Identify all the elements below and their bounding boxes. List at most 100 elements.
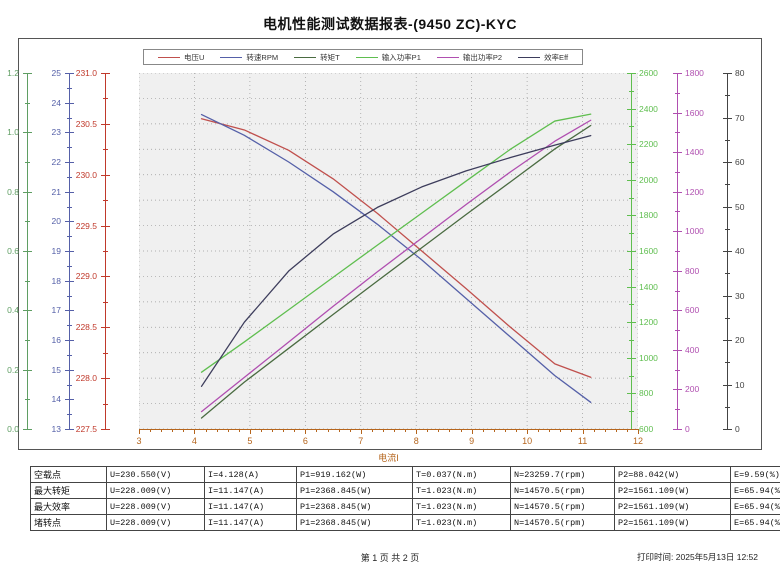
table-cell-p2: P2=1561.109(W) bbox=[614, 514, 731, 531]
efficiency-axis-tick bbox=[723, 340, 732, 341]
efficiency-axis-tick-label: 80 bbox=[735, 68, 745, 78]
voltage-axis-tick bbox=[101, 225, 110, 227]
x-axis-minor-tick bbox=[593, 429, 595, 432]
table-row: 最大转矩 U=228.009(V) I=11.147(A) P1=2368.845(W… bbox=[30, 482, 780, 499]
x-axis-minor-tick bbox=[626, 429, 628, 432]
x-axis-title: 电流I bbox=[378, 453, 399, 463]
chart-canvas bbox=[139, 73, 638, 429]
legend-swatch-icon bbox=[355, 56, 378, 58]
torque-axis-tick bbox=[23, 191, 32, 193]
current-axis-tick-label: 19 bbox=[51, 246, 61, 256]
table-row-label: 堵转点 bbox=[30, 514, 107, 531]
power-in-axis-tick bbox=[627, 179, 636, 181]
voltage-axis-minor-tick bbox=[103, 403, 108, 405]
power-in-axis-minor-tick bbox=[629, 197, 634, 199]
power-out-axis-tick bbox=[673, 310, 682, 312]
table-cell-p1: P1=2368.845(W) bbox=[296, 514, 413, 531]
current-axis-tick-label: 18 bbox=[51, 275, 61, 286]
legend-item-1: 电压U bbox=[158, 52, 204, 63]
x-axis-tick bbox=[471, 429, 473, 434]
torque-axis-minor-tick bbox=[25, 221, 30, 223]
voltage-axis-tick bbox=[101, 429, 110, 430]
power-out-axis-tick-label: 0 bbox=[685, 424, 690, 434]
power-in-axis-tick-label: 600 bbox=[639, 424, 654, 434]
current-axis-tick bbox=[65, 369, 74, 371]
table-row: 最大效率 U=228.009(V) I=11.147(A) P1=2368.845(W… bbox=[30, 498, 780, 515]
x-axis-minor-tick bbox=[338, 429, 340, 432]
torque-axis-tick-label: 0.6 bbox=[7, 246, 19, 256]
current-axis-tick bbox=[65, 102, 74, 104]
table-cell-e: E=9.59(%) bbox=[730, 466, 780, 483]
torque-axis-minor-tick bbox=[25, 102, 30, 104]
efficiency-axis-tick-label: 60 bbox=[735, 157, 745, 167]
power-in-axis-minor-tick bbox=[629, 268, 634, 270]
x-axis-minor-tick bbox=[427, 429, 429, 432]
voltage-axis-minor-tick bbox=[103, 98, 108, 100]
efficiency-axis-tick bbox=[723, 73, 732, 74]
current-axis-minor-tick bbox=[67, 117, 72, 119]
table-cell-n: N=14570.5(rpm) bbox=[510, 514, 615, 531]
torque-axis-tick-label: 0.2 bbox=[7, 364, 19, 375]
x-axis-tick bbox=[582, 429, 584, 434]
x-axis-tick-label: 9 bbox=[469, 436, 475, 446]
current-axis-tick bbox=[65, 73, 74, 74]
legend-item-6: 效率Eff bbox=[518, 52, 568, 63]
power-in-axis-tick bbox=[627, 108, 636, 110]
power-in-axis-tick bbox=[627, 251, 636, 252]
power-in-axis-tick bbox=[627, 73, 636, 74]
table-cell-p1: P1=2368.845(W) bbox=[296, 498, 413, 515]
voltage-axis-minor-tick bbox=[103, 200, 108, 202]
current-axis-minor-tick bbox=[67, 265, 72, 267]
x-axis-minor-tick bbox=[482, 429, 484, 432]
current-axis-tick bbox=[65, 162, 74, 163]
power-out-axis-tick bbox=[673, 429, 682, 430]
x-axis-tick bbox=[638, 429, 639, 434]
torque-axis-minor-tick bbox=[25, 162, 30, 163]
legend-swatch-icon bbox=[294, 56, 317, 58]
legend-item-2: 转速RPM bbox=[220, 52, 278, 63]
torque-axis-tick bbox=[23, 251, 32, 252]
x-axis-minor-tick bbox=[538, 429, 540, 432]
x-axis-tick-label: 8 bbox=[413, 436, 419, 446]
current-axis-tick bbox=[65, 221, 74, 223]
power-in-axis-tick-label: 1200 bbox=[639, 317, 658, 328]
table-row: 空载点 U=230.550(V) I=4.128(A) P1=919.162(W) T=… bbox=[30, 466, 780, 483]
efficiency-axis-minor-tick bbox=[725, 362, 730, 364]
x-axis-minor-tick bbox=[227, 429, 229, 432]
x-axis-minor-tick bbox=[272, 429, 274, 432]
efficiency-axis-minor-tick bbox=[725, 95, 730, 97]
x-axis-tick-label: 6 bbox=[302, 436, 308, 446]
power-in-axis-tick-label: 1000 bbox=[639, 352, 658, 363]
page-number: 第 1 页 共 2 页 bbox=[360, 553, 420, 563]
voltage-axis-tick bbox=[101, 327, 110, 329]
power-out-axis-tick-label: 1800 bbox=[685, 68, 704, 78]
efficiency-axis-tick-label: 0 bbox=[735, 424, 740, 434]
x-axis-minor-tick bbox=[394, 429, 396, 432]
efficiency-axis-minor-tick bbox=[725, 228, 730, 230]
table-row: 堵转点 U=228.009(V) I=11.147(A) P1=2368.845(W)… bbox=[30, 514, 780, 531]
x-axis-minor-tick bbox=[172, 429, 174, 432]
summary-table: 空载点 U=230.550(V) I=4.128(A) P1=919.162(W) T=… bbox=[30, 466, 780, 531]
power-in-axis-tick bbox=[627, 215, 636, 217]
power-in-axis-tick-label: 2200 bbox=[639, 139, 658, 150]
legend-swatch-icon bbox=[220, 56, 243, 58]
x-axis-minor-tick bbox=[549, 429, 551, 432]
power-in-axis-minor-tick bbox=[629, 340, 634, 341]
torque-axis-tick-label: 0.4 bbox=[7, 305, 19, 316]
voltage-axis-tick-label: 229.5 bbox=[75, 220, 97, 231]
efficiency-axis-tick-label: 70 bbox=[735, 112, 745, 123]
x-axis-minor-tick bbox=[371, 429, 373, 432]
x-axis-minor-tick bbox=[449, 429, 451, 432]
table-cell-e: E=65.94(%) bbox=[730, 482, 780, 499]
efficiency-axis-tick bbox=[723, 295, 732, 297]
power-out-axis-minor-tick bbox=[675, 211, 680, 213]
x-axis-tick bbox=[249, 429, 251, 434]
power-in-axis-tick-label: 2400 bbox=[639, 103, 658, 114]
power-out-axis-tick-label: 800 bbox=[685, 265, 700, 276]
x-axis-minor-tick bbox=[327, 429, 329, 432]
legend-label: 转速RPM bbox=[246, 52, 279, 62]
x-axis-minor-tick bbox=[405, 429, 407, 432]
x-axis-minor-tick bbox=[571, 429, 573, 432]
x-axis-minor-tick bbox=[560, 429, 562, 432]
series-line-输入功率P1 bbox=[200, 113, 592, 373]
